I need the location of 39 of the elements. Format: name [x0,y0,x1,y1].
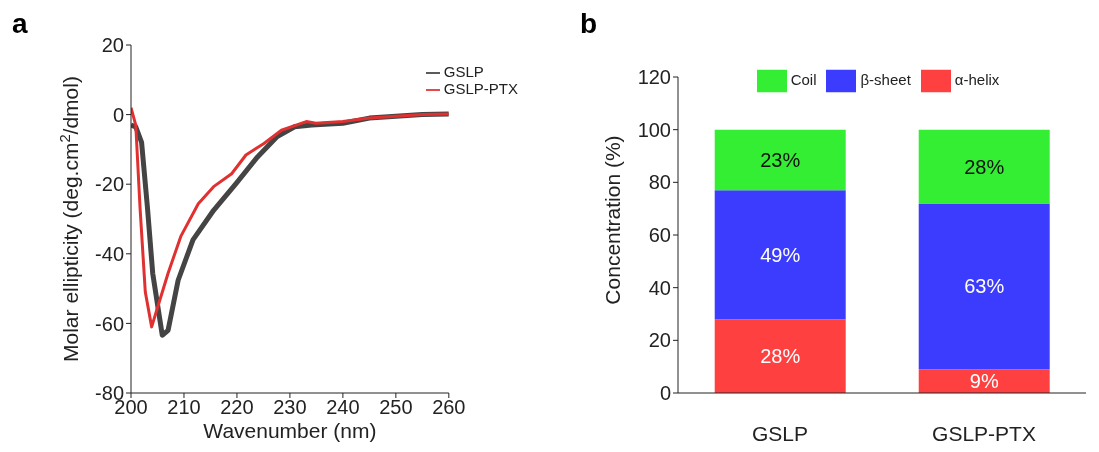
legend-label: GSLP-PTX [443,80,518,98]
y-tick-label: 60 [648,224,671,247]
bar [714,190,846,320]
y-tick-label: 100 [637,118,671,141]
y-tick-label: 20 [648,329,671,352]
x-tick-label: 220 [220,396,254,419]
data-label: 28% [760,345,801,368]
y-tick-label: 0 [112,103,124,126]
y-tick-label: 20 [101,34,124,57]
x-tick-label: 250 [379,396,413,419]
data-label: 63% [964,275,1005,298]
x-tick-label: 210 [167,396,201,419]
legend-label: Coil [790,70,817,88]
y-axis-title: Concentration (%) [601,135,624,305]
data-label: 28% [964,155,1005,178]
x-tick-label: 240 [326,396,360,419]
y-tick-label: -60 [95,312,124,335]
x-tick-label: 260 [432,396,466,419]
y-tick-label: 0 [659,382,671,405]
text: a [12,8,28,40]
bar [918,129,1050,204]
y-tick-label: 40 [648,276,671,299]
text: b [580,8,598,40]
legend-label: GSLP [443,63,484,80]
bar [714,129,846,191]
data-label: 9% [969,370,999,393]
data-label: 23% [760,148,801,171]
y-tick-label: -40 [95,242,124,265]
y-tick-label: -20 [95,173,124,196]
bar [918,203,1050,370]
legend-label: α-helix [954,70,1000,88]
data-label: 49% [760,243,801,266]
x-axis-title: Wavenumber (nm) [203,419,377,442]
bar [918,369,1050,393]
x-tick-label: 230 [273,396,307,419]
y-tick-label: 80 [648,171,671,194]
y-tick-label: 120 [637,66,671,89]
legend-label: β-sheet [860,70,911,88]
bar [714,319,846,393]
